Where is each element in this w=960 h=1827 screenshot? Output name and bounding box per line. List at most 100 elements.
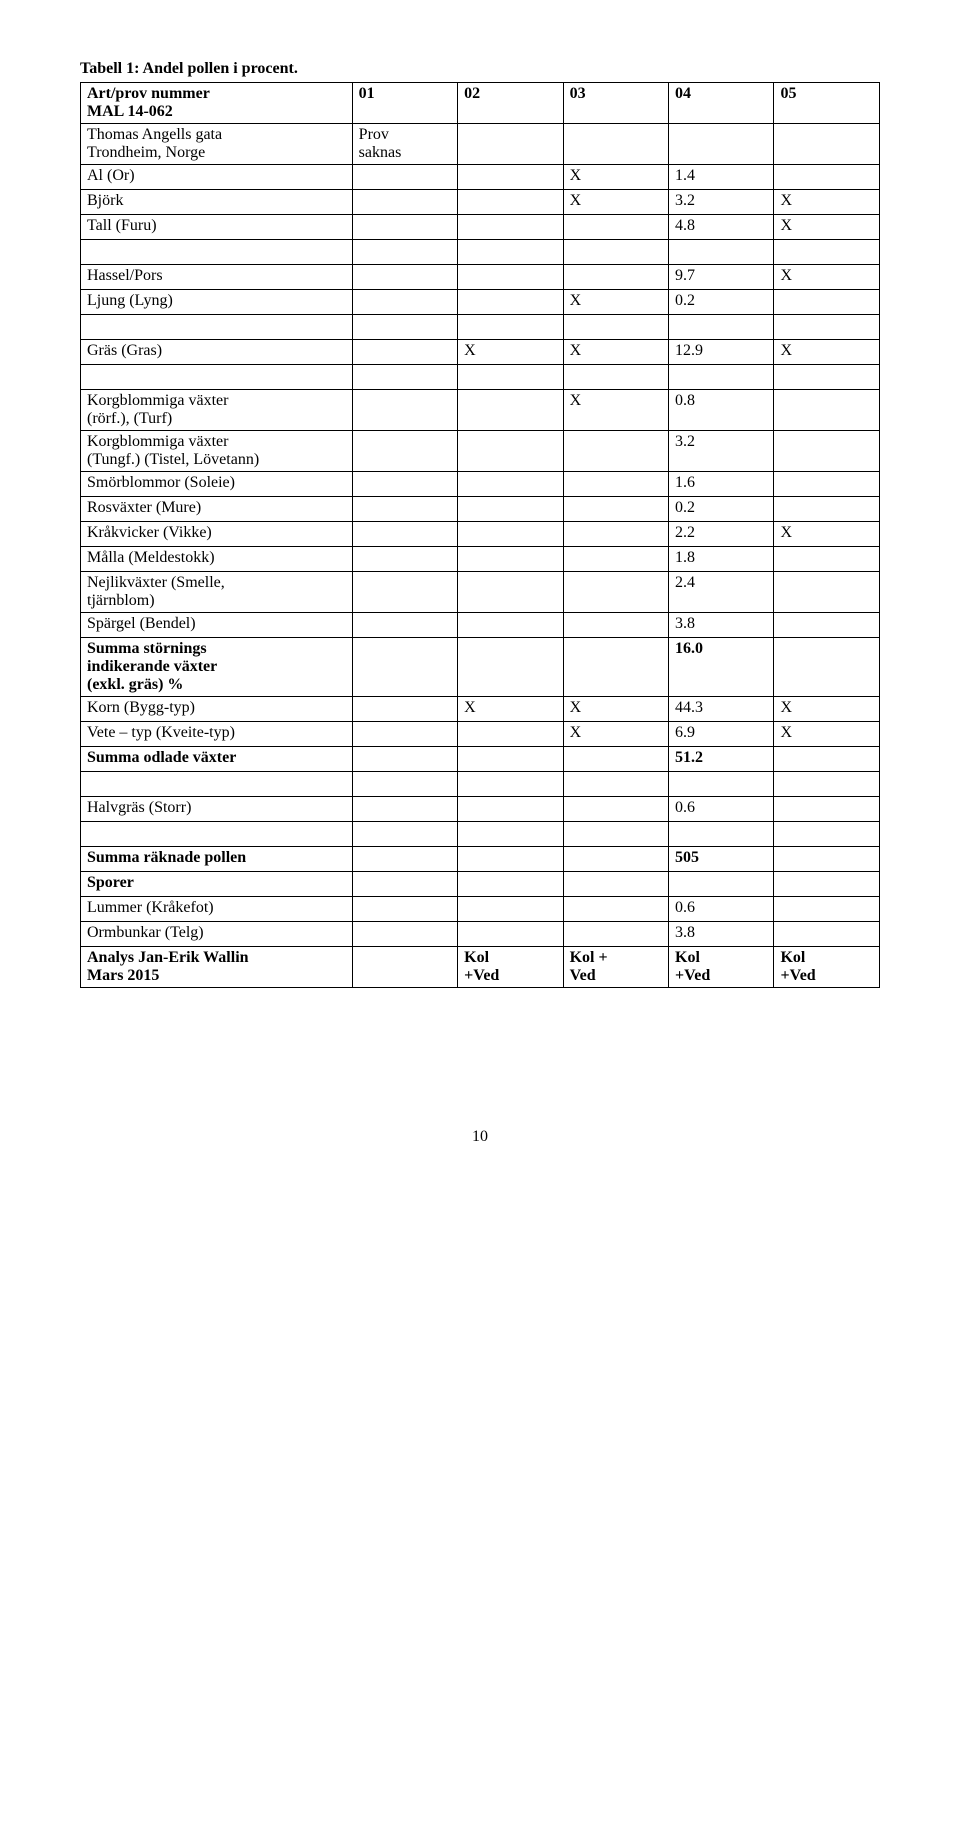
table-cell: Summa räknade pollen xyxy=(81,847,353,872)
table-cell xyxy=(458,722,563,747)
table-row: Lummer (Kråkefot)0.6 xyxy=(81,897,880,922)
table-cell xyxy=(669,772,774,797)
table-cell xyxy=(352,215,457,240)
table-cell xyxy=(352,522,457,547)
table-cell xyxy=(352,340,457,365)
table-cell: 0.8 xyxy=(669,390,774,431)
table-cell: 3.2 xyxy=(669,431,774,472)
table-cell: Halvgräs (Storr) xyxy=(81,797,353,822)
table-cell xyxy=(774,390,880,431)
table-cell: Spärgel (Bendel) xyxy=(81,613,353,638)
table-row: Al (Or)X1.4 xyxy=(81,165,880,190)
table-cell: Hassel/Pors xyxy=(81,265,353,290)
table-cell xyxy=(352,290,457,315)
table-cell xyxy=(81,315,353,340)
table-cell xyxy=(563,365,668,390)
table-cell xyxy=(352,922,457,947)
table-cell: X xyxy=(458,697,563,722)
table-cell xyxy=(352,797,457,822)
table-cell: X xyxy=(774,522,880,547)
table-cell xyxy=(774,747,880,772)
table-cell xyxy=(774,847,880,872)
table-row: Korn (Bygg-typ)XX44.3X xyxy=(81,697,880,722)
table-cell xyxy=(563,797,668,822)
table-cell xyxy=(81,772,353,797)
table-cell: X xyxy=(563,390,668,431)
table-cell xyxy=(563,472,668,497)
table-cell xyxy=(563,240,668,265)
pollen-table: Art/prov nummer MAL 14-0620102030405Thom… xyxy=(80,82,880,988)
table-cell xyxy=(563,431,668,472)
table-cell xyxy=(669,872,774,897)
table-cell: X xyxy=(563,697,668,722)
table-cell xyxy=(563,572,668,613)
table-cell: Kråkvicker (Vikke) xyxy=(81,522,353,547)
table-row xyxy=(81,365,880,390)
table-cell xyxy=(669,822,774,847)
table-cell xyxy=(458,847,563,872)
table-cell: 05 xyxy=(774,83,880,124)
table-cell: Korgblommiga växter(Tungf.) (Tistel, Löv… xyxy=(81,431,353,472)
table-cell xyxy=(563,522,668,547)
table-cell xyxy=(458,747,563,772)
table-cell xyxy=(458,613,563,638)
table-cell xyxy=(669,365,774,390)
table-cell xyxy=(458,772,563,797)
table-cell xyxy=(563,613,668,638)
table-row xyxy=(81,772,880,797)
table-cell xyxy=(81,240,353,265)
table-cell xyxy=(774,290,880,315)
table-cell: 6.9 xyxy=(669,722,774,747)
table-row xyxy=(81,822,880,847)
table-row: Ljung (Lyng)X0.2 xyxy=(81,290,880,315)
table-cell: X xyxy=(458,340,563,365)
table-cell xyxy=(563,872,668,897)
table-cell xyxy=(669,315,774,340)
table-row: Tall (Furu)4.8X xyxy=(81,215,880,240)
table-cell xyxy=(563,315,668,340)
table-cell: Korn (Bygg-typ) xyxy=(81,697,353,722)
table-row: Art/prov nummer MAL 14-0620102030405 xyxy=(81,83,880,124)
table-cell xyxy=(563,265,668,290)
table-cell xyxy=(352,497,457,522)
table-cell xyxy=(352,897,457,922)
table-cell: 01 xyxy=(352,83,457,124)
table-cell xyxy=(352,315,457,340)
table-cell: Korgblommiga växter(rörf.), (Turf) xyxy=(81,390,353,431)
table-cell xyxy=(352,265,457,290)
page-number: 10 xyxy=(80,1128,880,1146)
table-cell xyxy=(774,922,880,947)
table-row: Halvgräs (Storr) 0.6 xyxy=(81,797,880,822)
table-cell xyxy=(458,822,563,847)
table-cell: Summa odlade växter xyxy=(81,747,353,772)
table-row xyxy=(81,315,880,340)
table-cell: X xyxy=(563,190,668,215)
table-cell xyxy=(458,431,563,472)
table-cell xyxy=(352,165,457,190)
table-cell: 2.4 xyxy=(669,572,774,613)
table-cell xyxy=(458,365,563,390)
table-row: Summa räknade pollen505 xyxy=(81,847,880,872)
table-cell xyxy=(352,947,457,988)
table-cell xyxy=(563,547,668,572)
table-cell xyxy=(563,215,668,240)
table-cell xyxy=(774,547,880,572)
table-cell xyxy=(774,431,880,472)
table-cell xyxy=(352,431,457,472)
table-cell xyxy=(352,747,457,772)
table-cell: 04 xyxy=(669,83,774,124)
table-cell: Sporer xyxy=(81,872,353,897)
table-cell: 1.8 xyxy=(669,547,774,572)
table-cell xyxy=(563,638,668,697)
table-row: Analys Jan-Erik WallinMars 2015Kol+VedKo… xyxy=(81,947,880,988)
table-cell xyxy=(352,872,457,897)
table-cell: Ormbunkar (Telg) xyxy=(81,922,353,947)
table-cell: Björk xyxy=(81,190,353,215)
table-cell: Analys Jan-Erik WallinMars 2015 xyxy=(81,947,353,988)
table-cell xyxy=(774,165,880,190)
table-cell: 0.6 xyxy=(669,797,774,822)
table-cell: 51.2 xyxy=(669,747,774,772)
table-cell xyxy=(563,772,668,797)
table-cell xyxy=(774,572,880,613)
table-cell xyxy=(458,547,563,572)
